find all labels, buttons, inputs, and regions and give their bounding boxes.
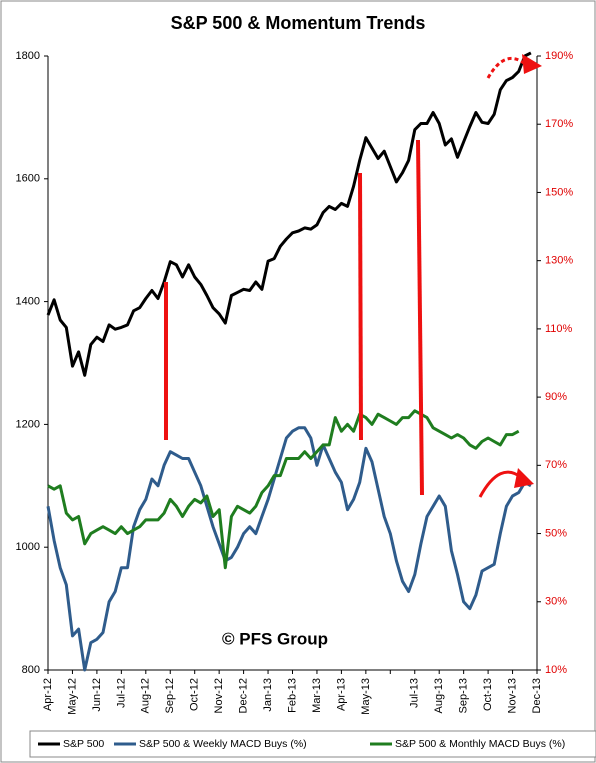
y2-tick-label: 190%	[545, 50, 573, 62]
x-tick-label: Sep-13	[458, 678, 470, 713]
x-tick-label: Aug-12	[140, 678, 152, 713]
legend-label: S&P 500	[63, 738, 104, 750]
y-tick-label: 1800	[16, 50, 40, 62]
x-tick-label: Dec-12	[238, 678, 250, 713]
y2-tick-label: 50%	[545, 527, 567, 539]
divergence-line	[358, 172, 363, 441]
x-tick-label: May-12	[66, 678, 78, 715]
y2-tick-label: 150%	[545, 186, 573, 198]
y2-tick-label: 90%	[545, 391, 567, 403]
x-tick-label: Nov-12	[213, 678, 225, 713]
x-tick-label: Jul-13	[409, 678, 421, 708]
plot-area: 800 1000 1200 1400 1600 1800 10% 30% 50% 70% 90% 11…	[16, 50, 574, 715]
x-tick-label: Nov-13	[506, 678, 518, 713]
arrow-head	[514, 468, 534, 488]
y-tick-label: 800	[22, 664, 40, 676]
series-line	[46, 426, 532, 672]
series-line	[47, 409, 520, 570]
y2-tick-label: 30%	[545, 596, 567, 608]
y-tick-label: 1200	[16, 418, 40, 430]
x-tick-label: Feb-13	[286, 678, 298, 713]
y-tick-label: 1400	[16, 296, 40, 308]
annotations	[164, 54, 542, 498]
x-tick-label: Apr-13	[335, 678, 347, 711]
series-line	[46, 51, 532, 377]
arrow-curve	[486, 56, 526, 79]
watermark: © PFS Group	[222, 629, 328, 648]
arrow-head	[522, 54, 542, 74]
x-tick-label: Oct-13	[482, 678, 494, 711]
y-tick-label: 1600	[16, 173, 40, 185]
legend: S&P 500 S&P 500 & Weekly MACD Buys (%) S&P…	[38, 738, 565, 750]
y2-tick-label: 170%	[545, 118, 573, 130]
y2-tick-label: 110%	[545, 323, 573, 335]
legend-label: S&P 500 & Monthly MACD Buys (%)	[395, 738, 565, 750]
x-tick-label: Oct-12	[189, 678, 201, 711]
chart-title: S&P 500 & Momentum Trends	[171, 13, 426, 33]
legend-label: S&P 500 & Weekly MACD Buys (%)	[139, 738, 307, 750]
y2-tick-label: 10%	[545, 664, 567, 676]
y-tick-label: 1000	[16, 541, 40, 553]
x-tick-label: May-13	[360, 678, 372, 715]
y2-tick-label: 70%	[545, 459, 567, 471]
x-tick-label: Jul-12	[115, 678, 127, 708]
divergence-line	[416, 139, 424, 496]
x-tick-label: Jun-12	[91, 678, 103, 712]
x-tick-label: Dec-13	[531, 678, 543, 713]
y2-tick-label: 130%	[545, 255, 573, 267]
x-tick-label: Mar-13	[311, 678, 323, 713]
x-tick-label: Aug-13	[433, 678, 445, 713]
x-tick-label: Jan-13	[262, 678, 274, 712]
x-tick-label: Apr-12	[42, 678, 54, 711]
x-tick-label: Sep-12	[164, 678, 176, 713]
